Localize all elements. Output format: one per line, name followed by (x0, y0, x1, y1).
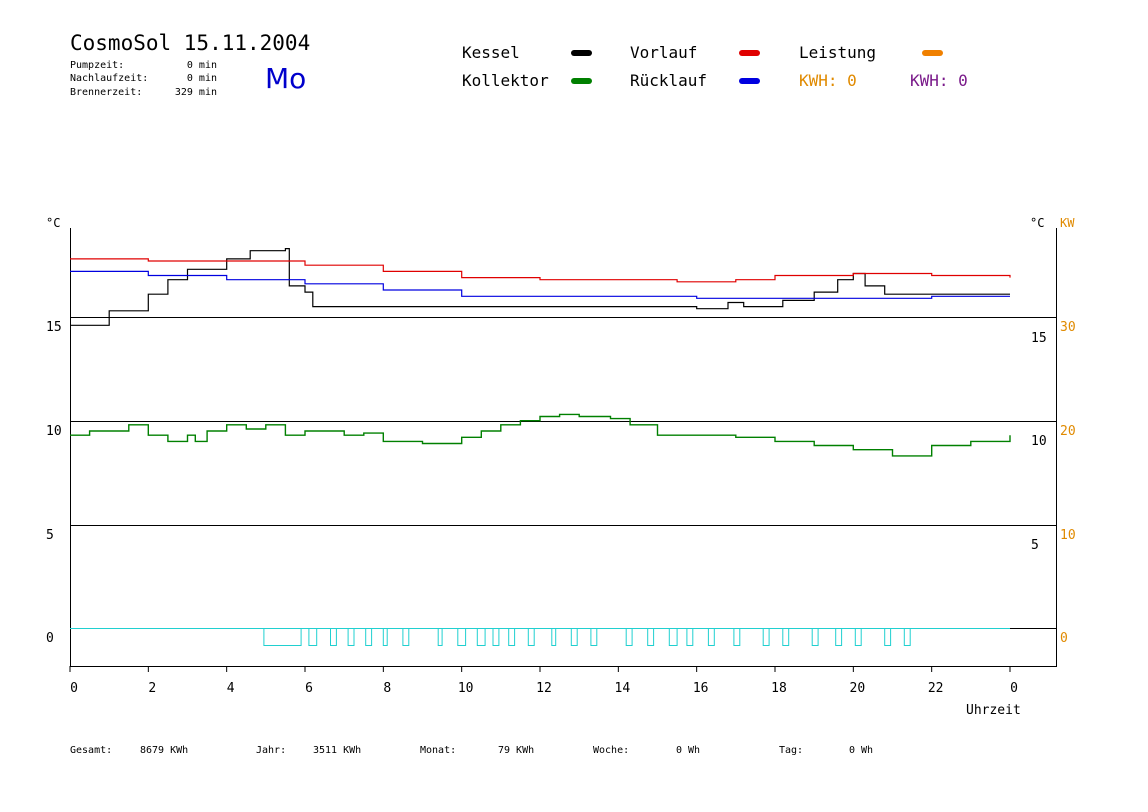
x-tick-label: 20 (850, 681, 866, 696)
right-tick-label: 10 (1031, 434, 1047, 449)
pump-pulse (762, 628, 770, 646)
pump-pulse (590, 628, 598, 646)
pump-pulse (733, 628, 741, 646)
total-label: Jahr: (256, 745, 286, 756)
x-tick-group: 0 2 4 6 8 10 12 14 16 18 20 22 0 (69, 666, 1018, 696)
x-tick-label: 0 (70, 681, 78, 696)
x-tick-label: 6 (305, 681, 313, 696)
stat-label: Nachlaufzeit: (70, 73, 148, 84)
left-tick-label: 15 (46, 320, 62, 335)
left-tick-label: 5 (46, 528, 54, 543)
pump-pulse (570, 628, 578, 646)
series-line-vorlauf (70, 258, 1011, 283)
pump-pulse (668, 628, 678, 646)
pump-pulse (330, 628, 337, 646)
right-kw-tick-label: 20 (1060, 424, 1076, 439)
chart-title: CosmoSol 15.11.2004 (70, 31, 310, 55)
total-value: 3511 KWh (313, 745, 361, 756)
x-tick-label: 14 (615, 681, 631, 696)
left-tick-label: 10 (46, 424, 62, 439)
legend-label: Vorlauf (630, 43, 697, 62)
series-layer (70, 248, 1011, 457)
total-label: Gesamt: (70, 745, 112, 756)
pump-pulse-layer (70, 628, 1010, 646)
x-tick-label: 4 (227, 681, 235, 696)
pump-pulse (903, 628, 911, 646)
left-tick-labels: 15 10 5 0 (46, 320, 62, 646)
total-value: 0 Wh (676, 745, 700, 756)
weekday-label: Mo (265, 62, 306, 95)
pump-pulse (437, 628, 443, 646)
pump-pulse (402, 628, 410, 646)
series-line-rcklauf (70, 270, 1010, 299)
right-tick-label: 5 (1031, 538, 1039, 553)
legend-label: Kessel (462, 43, 520, 62)
x-tick-label: 12 (536, 681, 552, 696)
stat-value: 0 min (187, 73, 217, 84)
pump-pulse (686, 628, 694, 646)
series-line-kessel (70, 248, 1010, 326)
axes (70, 228, 1057, 667)
x-axis-label: Uhrzeit (966, 703, 1021, 718)
pump-pulse (457, 628, 467, 646)
runtime-stats: Pumpzeit: 0 min Nachlaufzeit: 0 min Bren… (70, 60, 217, 98)
x-tick-label: 2 (148, 681, 156, 696)
legend-label: Leistung (799, 43, 876, 62)
right-tick-labels: 15 10 5 (1031, 331, 1047, 553)
stat-value: 0 min (187, 60, 217, 71)
pump-pulse (647, 628, 655, 646)
pump-pulse (365, 628, 373, 646)
total-label: Woche: (593, 745, 629, 756)
legend-label: Kollektor (462, 71, 549, 90)
total-label: Tag: (779, 745, 803, 756)
pump-pulse (508, 628, 516, 646)
x-tick-label: 22 (928, 681, 944, 696)
legend-label: Rücklauf (630, 71, 707, 90)
pump-pulse (551, 628, 557, 646)
x-tick-label: 8 (383, 681, 391, 696)
total-label: Monat: (420, 745, 456, 756)
pump-pulse (707, 628, 715, 646)
pump-pulse (625, 628, 633, 646)
left-tick-label: 0 (46, 631, 54, 646)
left-unit-label: °C (46, 216, 60, 230)
pump-pulse (854, 628, 862, 646)
pump-pulse (347, 628, 355, 646)
pump-pulse (527, 628, 535, 646)
right-unit-label: °C (1030, 216, 1044, 230)
right-tick-label: 15 (1031, 331, 1047, 346)
series-line-kollektor (70, 413, 1011, 457)
right-kw-tick-label: 0 (1060, 631, 1068, 646)
pump-pulse (308, 628, 318, 646)
energy-totals: Gesamt: 8679 KWh Jahr: 3511 KWh Monat: 7… (70, 745, 873, 756)
x-tick-label: 0 (1010, 681, 1018, 696)
right-kw-tick-labels: 30 20 10 0 (1060, 320, 1076, 646)
right-kw-tick-label: 10 (1060, 528, 1076, 543)
right-kw-unit-label: KW (1060, 216, 1075, 230)
legend: Kessel Vorlauf Leistung Kollektor Rückla… (462, 43, 968, 90)
x-tick-label: 16 (693, 681, 709, 696)
pump-pulse (476, 628, 486, 646)
pump-pulse (782, 628, 790, 646)
kwh-label-secondary: KWH: 0 (910, 71, 968, 90)
pump-pulse (884, 628, 892, 646)
stat-label: Pumpzeit: (70, 60, 124, 71)
total-value: 0 Wh (849, 745, 873, 756)
pump-pulse (263, 628, 302, 646)
pump-pulse (382, 628, 388, 646)
stat-value: 329 min (175, 87, 217, 98)
stat-label: Brennerzeit: (70, 87, 142, 98)
pump-pulse (835, 628, 843, 646)
kwh-label-leistung: KWH: 0 (799, 71, 857, 90)
total-value: 79 KWh (498, 745, 534, 756)
right-kw-tick-label: 30 (1060, 320, 1076, 335)
x-tick-label: 18 (771, 681, 787, 696)
total-value: 8679 KWh (140, 745, 188, 756)
pump-pulse (492, 628, 500, 646)
pump-pulse (811, 628, 819, 646)
x-tick-label: 10 (458, 681, 474, 696)
